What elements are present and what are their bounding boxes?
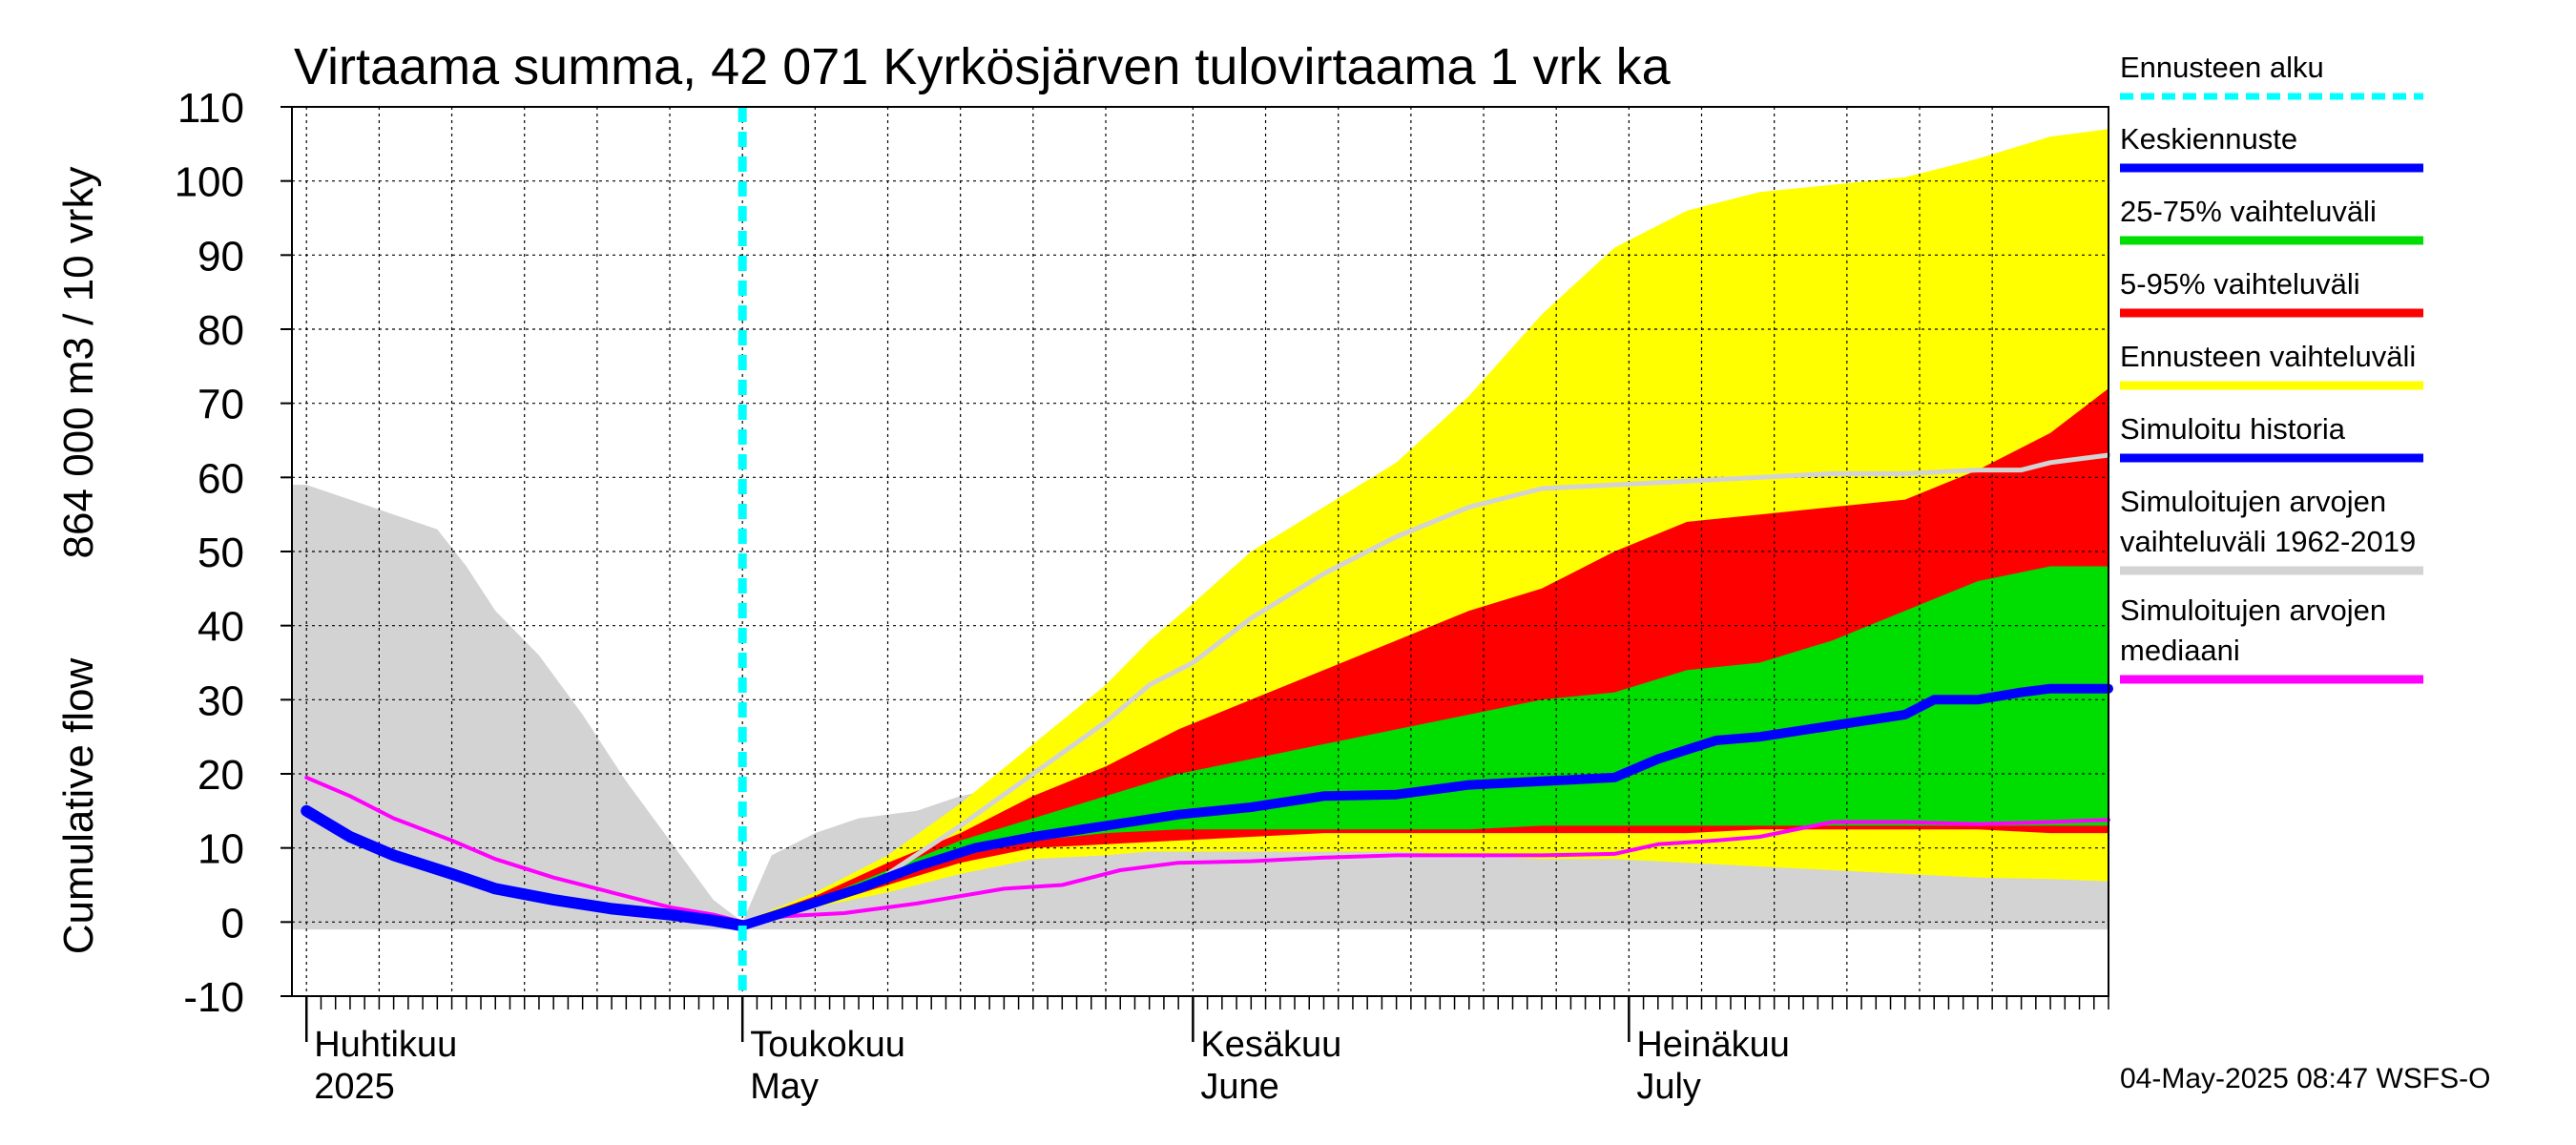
y-axis-label-line-1: Cumulative flow <box>55 658 102 955</box>
y-tick-label: 0 <box>221 900 244 947</box>
line-keskiennuste <box>737 683 2113 931</box>
y-axis-label: Cumulative flow 864 000 m3 / 10 vrky <box>55 167 102 955</box>
legend-item-ennusteen-vaihteluv-li: Ennusteen vaihteluväli <box>2120 340 2423 390</box>
x-tick-label-month: Huhtikuu <box>314 1025 457 1065</box>
y-axis-label-line-2: 864 000 m3 / 10 vrky <box>55 167 102 559</box>
y-tick-label: 10 <box>197 826 244 873</box>
legend-item-ennusteen-alku: Ennusteen alku <box>2120 51 2423 100</box>
x-tick-label-sub: May <box>750 1067 819 1107</box>
y-tick-label: 40 <box>197 604 244 651</box>
y-tick-label: 80 <box>197 307 244 354</box>
y-tick-label: 90 <box>197 233 244 280</box>
legend-label: Ennusteen alku <box>2120 51 2324 84</box>
legend-label: vaihteluväli 1962-2019 <box>2120 525 2416 558</box>
plot-area <box>291 106 2113 997</box>
legend-item-5-95-vaihteluv-li: 5-95% vaihteluväli <box>2120 267 2423 318</box>
line-simuloitu-historia <box>301 804 749 932</box>
x-tick-label-month: Kesäkuu <box>1200 1025 1341 1065</box>
legend: Ennusteen alku Keskiennuste 25-75% vaihtel… <box>2120 51 2423 684</box>
line-simuloitujen-arvojen-mediaani <box>304 775 2110 925</box>
legend-label: Ennusteen vaihteluväli <box>2120 340 2416 373</box>
y-tick-label: 50 <box>197 530 244 576</box>
legend-label: Simuloitujen arvojen <box>2120 593 2386 627</box>
legend-label: Keskiennuste <box>2120 122 2297 156</box>
legend-label: 5-95% vaihteluväli <box>2120 267 2360 301</box>
y-tick-label: 20 <box>197 752 244 799</box>
x-tick-label-sub: 2025 <box>314 1067 395 1107</box>
legend-label: mediaani <box>2120 634 2240 667</box>
y-tick-label: -10 <box>183 974 244 1021</box>
legend-label: Simuloitu historia <box>2120 412 2346 446</box>
x-tick-label-month: Heinäkuu <box>1636 1025 1790 1065</box>
legend-item-simuloitujen-arvojen-vaihteluv-li-1962-2019: Simuloitujen arvojen vaihteluväli 1962-20… <box>2120 485 2423 575</box>
series-lines <box>301 452 2113 932</box>
grid-lines <box>292 107 2109 996</box>
legend-label: Simuloitujen arvojen <box>2120 485 2386 518</box>
x-tick-label-sub: June <box>1200 1067 1278 1107</box>
legend-label: 25-75% vaihteluväli <box>2120 195 2377 228</box>
timestamp-footer: 04-May-2025 08:47 WSFS-O <box>2120 1063 2491 1094</box>
y-tick-label: 30 <box>197 677 244 724</box>
x-tick-label-month: Toukokuu <box>750 1025 905 1065</box>
chart-title: Virtaama summa, 42 071 Kyrkösjärven tulo… <box>294 38 1672 95</box>
y-tick-label: 110 <box>177 85 244 132</box>
y-axis-ticks: -10 0 10 20 30 40 50 60 70 80 90 100 110 <box>175 85 292 1021</box>
x-tick-label-sub: July <box>1636 1067 1701 1107</box>
y-tick-label: 70 <box>197 382 244 428</box>
legend-item-simuloitu-historia: Simuloitu historia <box>2120 412 2423 463</box>
line-median-gray <box>885 452 2111 877</box>
legend-item-keskiennuste: Keskiennuste <box>2120 122 2423 173</box>
legend-item-simuloitujen-arvojen-mediaani: Simuloitujen arvojen mediaani <box>2120 593 2423 684</box>
legend-item-25-75-vaihteluv-li: 25-75% vaihteluväli <box>2120 195 2423 245</box>
y-tick-label: 100 <box>175 159 244 206</box>
y-tick-label: 60 <box>197 455 244 502</box>
